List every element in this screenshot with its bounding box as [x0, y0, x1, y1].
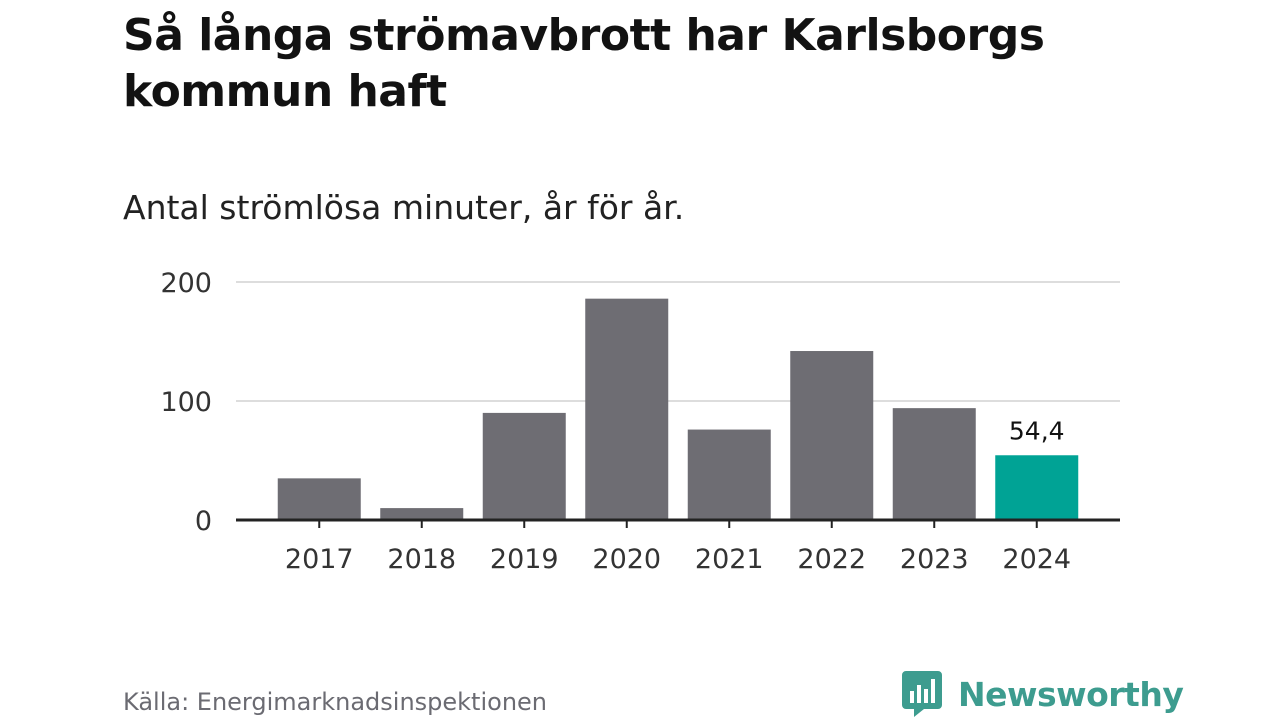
brand-logo[interactable]: Newsworthy [902, 670, 1184, 718]
bar-2018 [380, 508, 464, 520]
chart-subtitle: Antal strömlösa minuter, år för år. [123, 188, 685, 227]
y-tick-label: 100 [160, 387, 212, 418]
x-tick-label: 2020 [592, 544, 661, 575]
x-tick-label: 2024 [1002, 544, 1071, 575]
x-tick-label: 2023 [900, 544, 969, 575]
x-tick-label: 2021 [695, 544, 764, 575]
source-note: Källa: Energimarknadsinspektionen [123, 688, 548, 716]
x-tick-label: 2019 [490, 544, 559, 575]
chart-title: Så långa strömavbrott har Karlsborgs kom… [123, 10, 1045, 117]
bar-2022 [790, 351, 874, 520]
brand-name: Newsworthy [958, 674, 1184, 714]
x-tick-label: 2018 [387, 544, 456, 575]
bar-2019 [482, 412, 566, 520]
bar-2020 [585, 298, 669, 520]
bar-chart: 0 100 200 2017 2018 2019 2020 2021 2022 2023 2024 5… [160, 268, 1120, 575]
bar-2021 [687, 429, 771, 520]
y-tick-label: 0 [195, 506, 212, 537]
data-label: 54,4 [1009, 416, 1065, 445]
x-tick-label: 2022 [797, 544, 866, 575]
x-tick-label: 2017 [285, 544, 354, 575]
bar-2024 [995, 455, 1079, 520]
newsworthy-logo-icon [902, 671, 942, 717]
bar-2023 [892, 408, 976, 520]
y-tick-label: 200 [160, 268, 212, 299]
bar-2017 [277, 478, 361, 520]
